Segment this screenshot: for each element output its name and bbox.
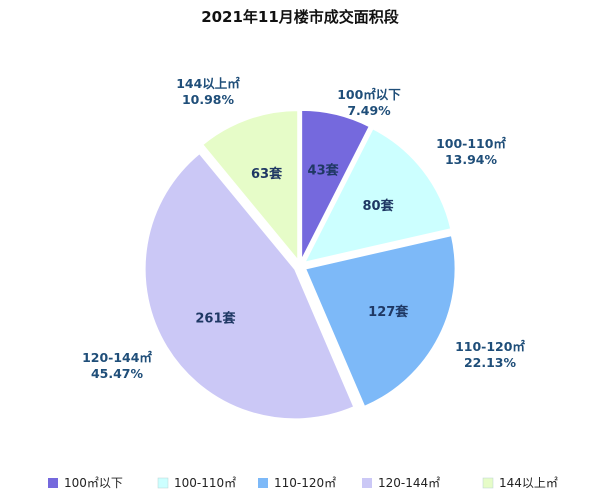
legend-label-2: 100-110㎡: [174, 476, 236, 490]
slice-percent-label-3: 22.13%: [464, 355, 517, 370]
slice-value-label-4: 261套: [195, 311, 236, 327]
pie-slices: [144, 109, 457, 420]
legend-swatch-2: [157, 477, 169, 489]
slice-value-label-2: 80套: [363, 198, 395, 214]
slice-category-label-3: 110-120㎡: [455, 339, 525, 354]
slice-category-label-2: 100-110㎡: [436, 136, 506, 151]
pie-slice-3: [304, 234, 457, 408]
pie-slice-2: [303, 127, 452, 264]
legend-swatch-3: [258, 478, 268, 488]
legend-label-1: 100㎡以下: [64, 476, 123, 490]
legend-label-3: 110-120㎡: [274, 476, 336, 490]
slice-percent-label-5: 10.98%: [182, 92, 235, 107]
pie-slice-5: [201, 109, 299, 263]
slice-category-label-5: 144以上㎡: [176, 76, 240, 91]
legend-swatch-1: [48, 478, 58, 488]
legend: 100㎡以下 100-110㎡ 110-120㎡ 120-144㎡ 144以上㎡: [48, 476, 558, 490]
legend-swatch-4: [362, 478, 372, 488]
slice-percent-label-2: 13.94%: [445, 152, 498, 167]
legend-label-5: 144以上㎡: [499, 476, 558, 490]
slice-category-label-4: 120-144㎡: [82, 350, 152, 365]
slice-value-label-1: 43套: [308, 163, 340, 179]
slice-value-label-3: 127套: [368, 304, 409, 320]
legend-swatch-5: [482, 477, 494, 489]
slice-category-label-1: 100㎡以下: [337, 87, 401, 102]
pie-slice-4: [144, 152, 355, 420]
chart-title: 2021年11月楼市成交面积段: [201, 8, 399, 26]
pie-slice-1: [300, 109, 371, 261]
slice-value-label-5: 63套: [251, 166, 283, 182]
slice-percent-label-4: 45.47%: [91, 366, 144, 381]
slice-percent-label-1: 7.49%: [347, 103, 391, 118]
legend-label-4: 120-144㎡: [378, 476, 440, 490]
